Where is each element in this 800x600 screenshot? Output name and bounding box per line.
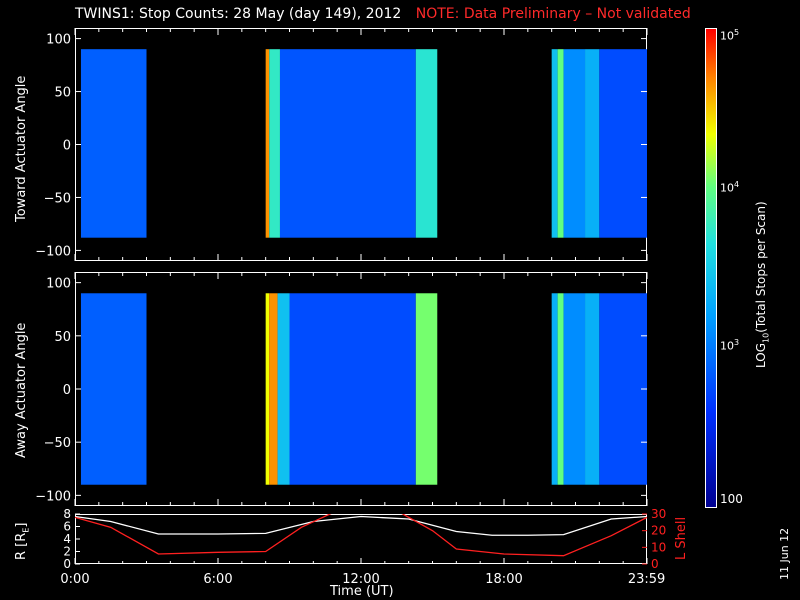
- toward-ytick-label-0: 100: [46, 33, 71, 48]
- toward-segment-7: [563, 49, 586, 238]
- toward-segment-3: [279, 49, 416, 238]
- away-segment-2: [269, 293, 278, 485]
- away-ytick-label-4: −100: [35, 489, 71, 504]
- toward-segment-2: [269, 49, 280, 238]
- away-segment-8: [563, 293, 586, 485]
- away-ytick-label-0: 100: [46, 277, 71, 292]
- orbit-ytick-label-4: 0: [63, 557, 71, 571]
- xaxis-label: Time (UT): [330, 584, 394, 599]
- xtick-label-0: 0:00: [60, 572, 89, 587]
- away-segment-9: [585, 293, 600, 485]
- away-segment-3: [277, 293, 290, 485]
- orbit-rtick-label-2: 10: [651, 540, 666, 554]
- orbit-ytick-label-3: 2: [63, 545, 71, 559]
- bottom-ylabel: Away Actuator Angle: [14, 322, 29, 458]
- xtick-label-3: 18:00: [485, 572, 522, 587]
- l-shell-line: [75, 514, 647, 557]
- away-segment-4: [289, 293, 416, 485]
- orbit-ytick-label-2: 4: [63, 532, 71, 546]
- away-ytick-label-3: −50: [44, 436, 71, 451]
- toward-segment-8: [585, 49, 600, 238]
- away-segment-5: [415, 293, 438, 485]
- title-main: TWINS1: Stop Counts: 28 May (day 149), 2…: [75, 6, 402, 22]
- orbit-ytick-label-1: 6: [63, 520, 71, 534]
- orbit-ytick-label-0: 8: [63, 507, 71, 521]
- toward-segment-4: [415, 49, 438, 238]
- away-segment-7: [557, 293, 564, 485]
- cbar-tick-1e5: 105: [720, 28, 740, 43]
- toward-ytick-label-1: 50: [54, 86, 71, 101]
- orbit-rtick-label-0: 30: [651, 507, 666, 521]
- toward-segment-0: [80, 49, 147, 238]
- away-segment-1: [265, 293, 270, 485]
- cbar-tick-100: 100: [720, 492, 743, 506]
- r-distance-line: [75, 515, 647, 536]
- orbit-right-ylabel: L Shell: [674, 516, 689, 560]
- date-stamp: 11 Jun 12: [778, 527, 791, 580]
- toward-segment-5: [551, 49, 558, 238]
- away-segment-6: [551, 293, 558, 485]
- xtick-label-2: 12:00: [342, 572, 379, 587]
- orbit-left-label-sub: E: [21, 527, 31, 533]
- orbit-rtick-label-3: 0: [651, 557, 659, 571]
- toward-ytick-label-2: 0: [63, 139, 71, 154]
- toward-ytick-label-4: −100: [35, 244, 71, 259]
- away-segment-10: [599, 293, 647, 485]
- away-ytick-label-1: 50: [54, 330, 71, 345]
- toward-segment-6: [557, 49, 564, 238]
- away-segment-0: [80, 293, 147, 485]
- orbit-left-label-text: R [R: [14, 532, 29, 560]
- away-ytick-label-2: 0: [63, 383, 71, 398]
- chart-title: TWINS1: Stop Counts: 28 May (day 149), 2…: [75, 6, 691, 22]
- xtick-label-1: 6:00: [203, 572, 232, 587]
- toward-ytick-label-3: −50: [44, 191, 71, 206]
- colorbar: [705, 28, 717, 508]
- cbar-tick-1e4: 104: [720, 180, 740, 195]
- cbar-tick-1e3: 103: [720, 338, 740, 353]
- top-ylabel: Toward Actuator Angle: [14, 75, 29, 222]
- orbit-left-ylabel: R [RE]: [14, 522, 31, 560]
- toward-segment-9: [599, 49, 647, 238]
- xtick-label-4: 23:59: [628, 572, 665, 587]
- title-note: NOTE: Data Preliminary – Not validated: [415, 6, 691, 22]
- toward-segment-1: [265, 49, 270, 238]
- orbit-rtick-label-1: 20: [651, 524, 666, 538]
- colorbar-label: LOG10(Total Stops per Scan): [754, 201, 771, 368]
